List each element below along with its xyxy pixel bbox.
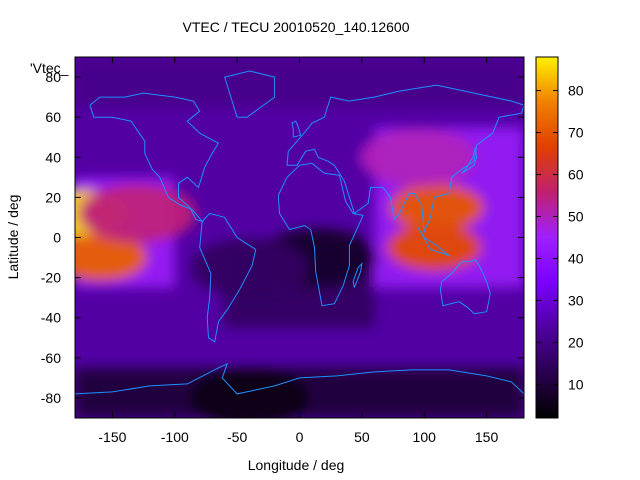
heat-blob-asia-crest-south — [386, 223, 482, 272]
coastline-greenland — [224, 70, 276, 118]
x-tick-label: 0 — [296, 429, 304, 445]
colorbar-tick-label: 10 — [568, 376, 584, 392]
y-tick-label: 80 — [45, 69, 61, 85]
colorbar-tick-label: 30 — [568, 292, 584, 308]
heat-blob-asia-mid-latitude — [359, 127, 477, 187]
x-tick-label: 150 — [475, 429, 499, 445]
coastline-overlay — [75, 70, 524, 395]
y-axis: -80 -60 -40 -20 0 20 40 60 80 — [41, 69, 524, 406]
x-axis: -150 -100 -50 0 50 100 150 — [98, 57, 498, 445]
y-tick-label: -40 — [41, 310, 61, 326]
chart-title: VTEC / TECU 20010520_140.12600 — [182, 19, 409, 35]
coastline-north-america — [89, 92, 220, 223]
y-tick-label: 40 — [45, 149, 61, 165]
x-tick-label: -50 — [227, 429, 247, 445]
coastline-eurasia — [286, 84, 524, 234]
x-tick-label: 50 — [354, 429, 370, 445]
series-key-label: 'Vtec_ — [30, 60, 69, 76]
coastline-madagascar — [352, 262, 363, 288]
colorbar — [535, 56, 559, 419]
heatmap-field — [75, 57, 524, 418]
y-tick-label: -20 — [41, 270, 61, 286]
y-tick-label: 20 — [45, 189, 61, 205]
x-axis-label: Longitude / deg — [248, 457, 345, 473]
coastline-south-america — [199, 212, 257, 343]
x-tick-label: -100 — [161, 429, 189, 445]
heat-blob-equatorial-anomaly-south-pacific — [75, 233, 148, 282]
heat-blob-asia-crest-north — [389, 183, 485, 232]
y-tick-label: 0 — [53, 230, 61, 246]
coastline-australia — [439, 258, 491, 315]
colorbar-tick-label: 20 — [568, 334, 584, 350]
x-tick-label: 100 — [413, 429, 437, 445]
heat-blob-pacific-band-north — [78, 184, 197, 243]
coastline-indonesia — [417, 227, 450, 257]
colorbar-axis: 10 20 30 40 50 60 70 80 — [536, 83, 584, 392]
y-tick-label: -60 — [41, 350, 61, 366]
coastline-antarctica — [75, 362, 524, 395]
x-tick-label: -150 — [98, 429, 126, 445]
heat-blob-south-america-low — [190, 238, 309, 297]
coastline-uk — [291, 120, 302, 138]
colorbar-tick-label: 40 — [568, 250, 584, 266]
heat-blob-antarctic-low — [190, 368, 309, 418]
colorbar-tick-label: 60 — [568, 167, 584, 183]
colorbar-tick-label: 80 — [568, 83, 584, 99]
colorbar-tick-label: 70 — [568, 125, 584, 141]
coastline-africa — [277, 162, 364, 307]
y-axis-label: Latitude / deg — [5, 195, 21, 280]
coastline-japan — [461, 147, 478, 174]
y-tick-label: -80 — [41, 390, 61, 406]
y-tick-label: 60 — [45, 109, 61, 125]
colorbar-tick-label: 50 — [568, 209, 584, 225]
